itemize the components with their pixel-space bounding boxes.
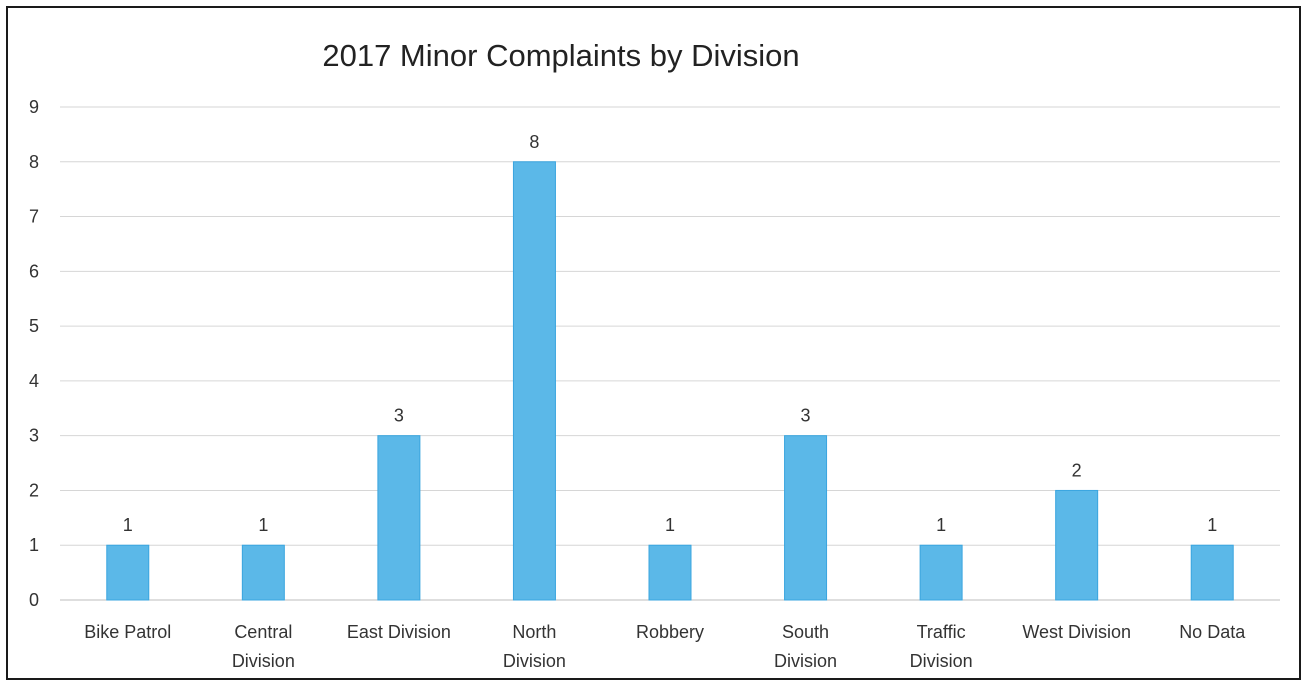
chart-title: 2017 Minor Complaints by Division [322,38,799,73]
x-category-label-line: Division [232,651,295,671]
y-tick-label: 0 [29,590,39,610]
bar [1055,489,1099,601]
bar [377,435,421,601]
x-category-label: East Division [347,622,451,642]
bar-value-label: 3 [801,406,811,426]
x-category-label-line: North [512,622,556,642]
x-axis-categories: Bike Patrol Central Division East Division N… [84,622,1246,671]
y-tick-label: 9 [29,97,39,117]
y-tick-label: 1 [29,535,39,555]
bar-value-label: 1 [665,515,675,535]
bar [919,544,963,601]
x-category-label: West Division [1022,622,1131,642]
bars [106,161,1234,601]
y-tick-label: 4 [29,371,39,391]
bar [106,544,150,601]
bar-value-label: 1 [936,515,946,535]
x-category-label: Robbery [636,622,704,642]
y-tick-label: 3 [29,426,39,446]
chart-frame: 2017 Minor Complaints by Division 0 1 2 3 4 5… [6,6,1301,680]
bar [1190,544,1234,601]
bar-value-label: 1 [1207,515,1217,535]
x-category-label-line: Division [910,651,973,671]
x-category-label-line: Traffic [917,622,966,642]
x-category-label: South Division [774,622,837,671]
x-category-label-line: Division [503,651,566,671]
y-tick-label: 7 [29,207,39,227]
x-category-label: Central Division [232,622,295,671]
x-category-label-line: South [782,622,829,642]
bar-value-label: 1 [258,515,268,535]
bar [512,161,556,601]
x-category-label: Bike Patrol [84,622,171,642]
x-category-label: No Data [1179,622,1246,642]
y-tick-label: 6 [29,261,39,281]
y-tick-label: 2 [29,480,39,500]
bar [241,544,285,601]
x-category-label-line: Robbery [636,622,704,642]
y-tick-label: 8 [29,152,39,172]
x-category-label-line: East Division [347,622,451,642]
bar-value-label: 3 [394,406,404,426]
x-category-label: Traffic Division [910,622,973,671]
x-category-label-line: No Data [1179,622,1246,642]
x-category-label-line: Bike Patrol [84,622,171,642]
bar-value-label: 2 [1072,460,1082,480]
x-category-label-line: Central [234,622,292,642]
bar-chart: 2017 Minor Complaints by Division 0 1 2 3 4 5… [29,38,1280,671]
y-tick-label: 5 [29,316,39,336]
bar-value-label: 1 [123,515,133,535]
bar [648,544,692,601]
x-category-label-line: West Division [1022,622,1131,642]
x-category-label: North Division [503,622,566,671]
x-category-label-line: Division [774,651,837,671]
bar [784,435,828,601]
bar-value-label: 8 [529,132,539,152]
y-axis-ticks: 0 1 2 3 4 5 6 7 8 9 [29,97,39,610]
